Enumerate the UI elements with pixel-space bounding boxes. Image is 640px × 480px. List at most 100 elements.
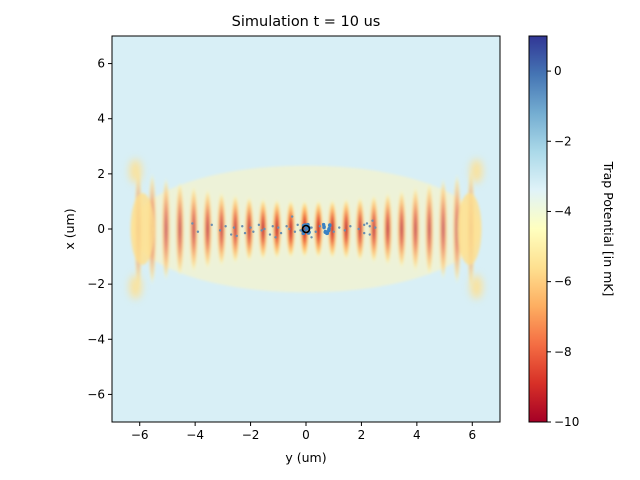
atom-point-26	[318, 225, 322, 228]
atom-point-23	[299, 229, 302, 232]
atom-point-21	[293, 230, 297, 233]
cluster-0-atom-21	[322, 225, 326, 229]
atom-point-29	[343, 229, 346, 232]
atom-point-2	[210, 223, 213, 227]
fringe-3	[175, 181, 185, 277]
atom-point-38	[363, 223, 366, 227]
fringe-21	[424, 182, 434, 276]
atom-point-9	[243, 231, 247, 235]
atom-layer	[191, 215, 377, 239]
atom-point-28	[338, 226, 341, 229]
atom-point-8	[241, 225, 244, 228]
atom-point-13	[260, 229, 263, 232]
colorbar-tick-label-0: −10	[554, 415, 579, 429]
atom-point-36	[374, 226, 377, 229]
x-tick-label-4: 2	[358, 428, 366, 442]
atom-point-1	[196, 230, 200, 233]
cluster-0-atom-19	[324, 230, 328, 234]
y-axis-ticks: −6 −4 −2 0 2 4 6	[87, 57, 112, 401]
atom-point-20	[288, 227, 291, 231]
atom-point-15	[268, 233, 272, 236]
atom-point-7	[235, 234, 238, 238]
atom-point-24	[310, 226, 313, 229]
y-tick-label-1: −4	[87, 332, 105, 346]
fringe-19	[397, 189, 407, 269]
fringe-14	[327, 199, 337, 259]
atom-point-40	[310, 236, 313, 239]
fringe-6	[217, 191, 226, 267]
fringe-2	[161, 177, 171, 281]
atom-point-11	[252, 230, 255, 233]
y-tick-label-5: 4	[97, 112, 105, 126]
fringe-20	[411, 185, 420, 273]
atom-point-18	[279, 231, 283, 235]
atom-point-14	[263, 227, 266, 231]
colorbar-tick-label-4: −2	[554, 134, 572, 148]
fringe-17	[369, 194, 379, 264]
fringe-18	[383, 192, 393, 266]
y-tick-label-2: −2	[87, 277, 105, 291]
atom-point-4	[224, 225, 227, 228]
x-tick-label-5: 4	[413, 428, 421, 442]
atom-point-41	[274, 236, 277, 239]
atom-point-32	[363, 231, 366, 235]
x-tick-label-6: 6	[468, 428, 476, 442]
cluster-0-atom-20	[328, 223, 332, 227]
x-tick-label-1: −4	[186, 428, 204, 442]
atom-point-33	[365, 222, 369, 225]
atom-point-37	[368, 225, 371, 228]
atom-point-39	[290, 215, 294, 218]
x-tick-label-3: 0	[302, 428, 310, 442]
y-tick-label-3: 0	[97, 222, 105, 236]
y-tick-label-4: 2	[97, 167, 105, 181]
colorbar-tick-label-5: 0	[554, 64, 562, 78]
fringe-12	[300, 200, 310, 258]
fringe-16	[355, 196, 365, 262]
side-lobe-1-0	[470, 159, 483, 184]
atom-point-0	[191, 222, 194, 225]
x-tick-label-2: −2	[242, 428, 260, 442]
fringe-22	[438, 177, 448, 281]
x-axis-label: y (um)	[285, 450, 326, 465]
colorbar: −10 −8 −6 −4 −2 0 Trap Potential [in mK]	[528, 35, 616, 429]
colorbar-label: Trap Potential [in mK]	[601, 161, 616, 297]
cluster-1-atom-20	[304, 226, 308, 231]
fringe-15	[341, 198, 351, 260]
cluster-0-atom-14	[327, 228, 331, 232]
side-lobe-0-0	[129, 159, 142, 184]
atom-point-27	[332, 230, 335, 233]
fringe-5	[203, 188, 213, 270]
fringe-9	[258, 197, 268, 261]
atom-point-35	[371, 219, 374, 222]
fringe-7	[230, 194, 240, 264]
colorbar-gradient	[528, 35, 548, 423]
colorbar-tick-label-2: −6	[554, 275, 572, 289]
atom-point-31	[357, 227, 360, 231]
atom-point-22	[296, 223, 299, 227]
fringe-13	[314, 199, 323, 259]
y-tick-label-0: −6	[87, 387, 105, 401]
atom-point-6	[232, 226, 236, 229]
atom-point-30	[349, 225, 352, 228]
atom-point-12	[257, 223, 261, 227]
chart-title: Simulation t = 10 us	[232, 14, 381, 30]
y-tick-label-6: 6	[97, 57, 105, 71]
fringe-11	[286, 199, 296, 259]
side-lobe-1-1	[470, 274, 483, 299]
fringe-23	[452, 173, 462, 285]
atom-point-17	[277, 226, 280, 229]
plot-area	[111, 35, 501, 423]
colorbar-tick-label-1: −8	[554, 345, 572, 359]
fringe-10	[272, 199, 282, 259]
colorbar-tick-label-3: −4	[554, 204, 572, 218]
end-cap-1	[457, 193, 482, 265]
atom-point-19	[285, 225, 288, 228]
fringe-4	[189, 185, 199, 273]
y-axis-label: x (um)	[62, 208, 77, 249]
atom-point-3	[218, 229, 222, 232]
atom-point-16	[271, 225, 274, 228]
fringe-8	[244, 196, 254, 262]
atom-point-34	[368, 233, 371, 236]
atom-point-5	[229, 233, 233, 236]
